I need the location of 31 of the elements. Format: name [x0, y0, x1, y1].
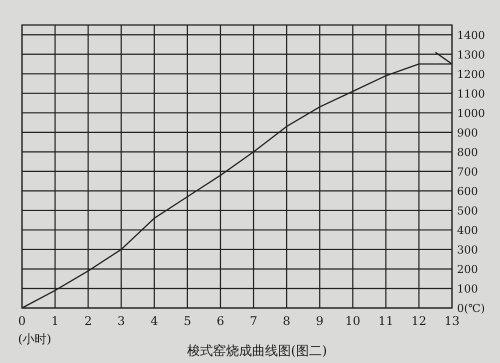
y-tick-label: 1200: [457, 68, 485, 81]
x-axis-title: (小时): [18, 332, 52, 346]
x-tick-label: 10: [345, 314, 360, 328]
x-tick-label: 4: [150, 314, 158, 328]
y-tick-label: 1400: [457, 28, 485, 42]
text: 梭式窑烧成曲线图(图二): [186, 343, 328, 359]
x-tick-label: 13: [444, 314, 460, 328]
x-tick-label: 8: [282, 314, 290, 328]
x-tick-label: 0: [18, 314, 26, 328]
x-tick-label: 9: [316, 314, 324, 328]
y-tick-label: 200: [457, 262, 478, 276]
y-tick-label: 100: [457, 282, 478, 296]
y-tick-label: 900: [457, 126, 478, 140]
y-tick-label: 1000: [457, 106, 485, 120]
x-tick-label: 5: [184, 314, 192, 328]
y-tick-label: 1300: [457, 48, 485, 62]
y-tick-label: 300: [457, 243, 478, 256]
y-tick-label: 800: [457, 146, 478, 159]
y-tick-label: 400: [457, 224, 478, 237]
y-tick-label: 1100: [457, 87, 485, 100]
x-tick-label: 6: [216, 314, 224, 328]
x-tick-label: 1: [51, 314, 59, 328]
y-tick-label: 600: [457, 184, 478, 198]
y-tick-label: 700: [457, 165, 478, 178]
x-tick-label: 12: [411, 314, 427, 328]
x-tick-label: 11: [378, 314, 394, 328]
x-tick-label: 7: [250, 314, 258, 328]
y-tick-label: 0(℃): [457, 302, 485, 315]
x-tick-label: 2: [84, 314, 92, 328]
y-tick-label: 500: [457, 204, 478, 218]
x-tick-label: 3: [117, 314, 126, 328]
